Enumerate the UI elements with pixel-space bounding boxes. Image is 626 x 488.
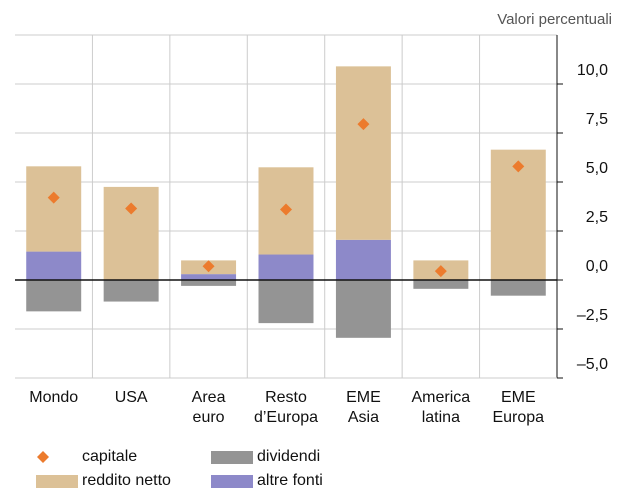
bar (335, 280, 391, 338)
bar (103, 186, 159, 280)
bar (335, 66, 391, 240)
bar (181, 280, 237, 286)
bar (26, 280, 82, 312)
unit-label: Valori percentuali (497, 11, 612, 28)
y-tick-label: –5,0 (577, 356, 608, 373)
capitale-marker (357, 118, 370, 131)
bar (258, 254, 314, 280)
y-tick-label: 0,0 (586, 258, 608, 275)
capitale-marker (125, 202, 138, 215)
capitale-marker (512, 160, 525, 173)
y-tick-label: 5,0 (586, 160, 608, 177)
bar (181, 274, 237, 280)
y-tick-label: 7,5 (586, 111, 608, 128)
capitale-marker (434, 265, 447, 278)
bar (26, 251, 82, 280)
bar (103, 280, 159, 302)
x-tick-label: EME Asia (346, 389, 381, 426)
bar (413, 280, 469, 289)
x-tick-label: USA (115, 389, 148, 406)
legend-label: dividendi (257, 448, 320, 465)
capitale-marker (202, 260, 215, 273)
x-tick-label: Mondo (29, 389, 78, 406)
y-tick-label: –2,5 (577, 307, 608, 324)
capitale-marker (280, 203, 292, 216)
bar (258, 280, 314, 324)
bar (26, 166, 82, 252)
legend-label: capitale (82, 448, 137, 465)
legend-swatch (36, 475, 78, 488)
legend-marker (37, 451, 49, 463)
legend-swatch (211, 451, 253, 464)
legend-label: reddito netto (82, 472, 171, 488)
bar (335, 239, 391, 280)
bar (490, 280, 546, 296)
legend-label: altre fonti (257, 472, 323, 488)
x-tick-label: Area euro (192, 389, 226, 426)
capitale-marker (47, 191, 60, 204)
x-tick-label: America latina (412, 389, 471, 426)
x-tick-label: EME Europa (492, 389, 544, 426)
y-tick-label: 10,0 (577, 62, 608, 79)
x-tick-label: Resto d’Europa (254, 389, 318, 426)
legend-swatch (211, 475, 253, 488)
y-tick-label: 2,5 (586, 209, 608, 226)
